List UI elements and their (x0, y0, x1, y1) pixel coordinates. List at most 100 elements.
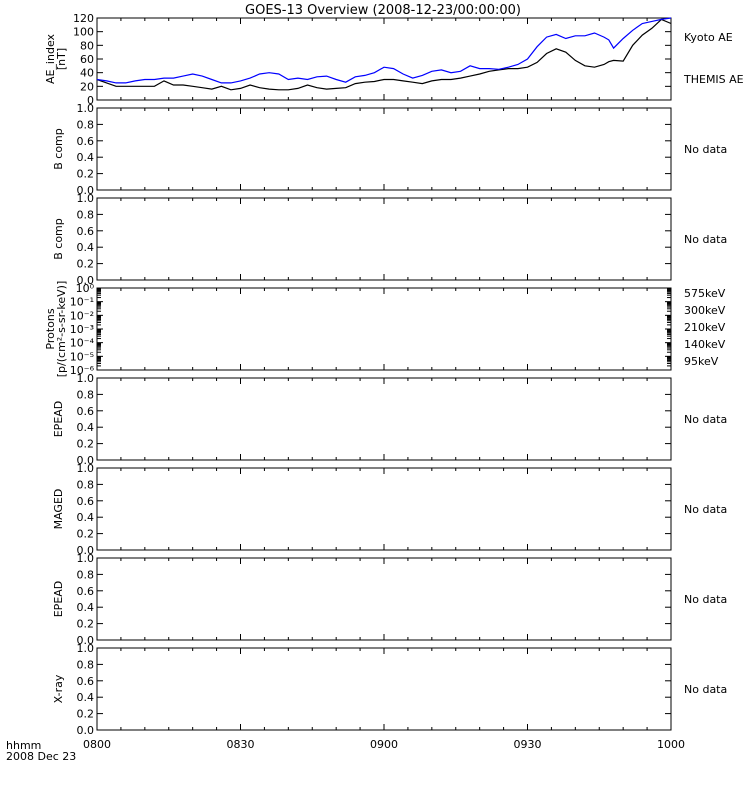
y-tick-label: 20 (80, 80, 94, 93)
y-tick-label: 1.0 (77, 642, 95, 655)
date-label: 2008 Dec 23 (6, 750, 76, 763)
x-tick-label: 0930 (514, 738, 542, 751)
panel-frame (96, 197, 672, 281)
y-tick-label: 1.0 (77, 462, 95, 475)
series-line-themis-ae (96, 17, 672, 84)
x-tick-label: 0800 (83, 738, 111, 751)
y-axis-label: AE_index (44, 33, 57, 84)
y-tick-label: 0.2 (77, 708, 95, 721)
y-tick-label: 1.0 (77, 372, 95, 385)
x-tick-label: 0830 (227, 738, 255, 751)
y-tick-label: 1.0 (77, 102, 95, 115)
y-axis-label: B comp (52, 218, 65, 260)
panel-7: 0.0 0.2 0.4 0.6 0.8 1.0 EPEAD No data (52, 552, 727, 647)
y-tick-label: 10⁻² (70, 309, 94, 322)
no-data-label: No data (684, 503, 727, 516)
y-tick-label: 0.4 (77, 691, 95, 704)
y-tick-label: 0.0 (77, 634, 95, 647)
y-axis-label: [nT] (55, 48, 68, 70)
y-tick-label: 0.4 (77, 601, 95, 614)
no-data-label: No data (684, 143, 727, 156)
panel-2: 0.0 0.2 0.4 0.6 0.8 1.0 B comp No data (52, 102, 727, 197)
legend-entry: 300keV (684, 304, 726, 317)
y-tick-label: 0.2 (77, 258, 95, 271)
legend-entry: 95keV (684, 355, 719, 368)
y-tick-label: 0.6 (77, 135, 95, 148)
panel-frame (96, 467, 672, 551)
series-line-kyoto-ae (96, 18, 672, 91)
y-tick-label: 80 (80, 39, 94, 52)
y-tick-label: 0.0 (77, 724, 95, 737)
panel-5: 0.0 0.2 0.4 0.6 0.8 1.0 EPEAD No data (52, 372, 727, 467)
no-data-label: No data (684, 233, 727, 246)
panel-3: 0.0 0.2 0.4 0.6 0.8 1.0 B comp No data (52, 192, 727, 287)
no-data-label: No data (684, 593, 727, 606)
y-tick-label: 0.4 (77, 151, 95, 164)
y-tick-label: 0.8 (77, 658, 95, 671)
y-axis-label: MAGED (52, 489, 65, 530)
y-tick-label: 10⁻⁶ (70, 364, 95, 377)
y-tick-label: 60 (80, 53, 94, 66)
y-tick-label: 0.2 (77, 528, 95, 541)
y-tick-label: 0.6 (77, 585, 95, 598)
panel-frame (96, 557, 672, 641)
x-tick-label: 0900 (370, 738, 398, 751)
y-axis-label: EPEAD (52, 401, 65, 438)
y-axis-label: B comp (52, 128, 65, 170)
y-tick-label: 10⁻³ (70, 323, 94, 336)
y-tick-label: 0.8 (77, 568, 95, 581)
y-tick-label: 10⁻¹ (70, 296, 94, 309)
y-axis-label: [p/(cm²-s-sr-keV)] (55, 281, 68, 378)
y-tick-label: 0.4 (77, 511, 95, 524)
y-tick-label: 0.0 (77, 274, 95, 287)
y-tick-label: 0.0 (77, 544, 95, 557)
y-tick-label: 40 (80, 67, 94, 80)
no-data-label: No data (684, 683, 727, 696)
panel-frame (96, 17, 672, 101)
legend-entry: Kyoto AE (684, 31, 733, 44)
y-tick-label: 10⁻⁴ (70, 337, 95, 350)
y-axis-label: EPEAD (52, 581, 65, 618)
y-tick-label: 1.0 (77, 552, 95, 565)
panel-8: 0.0 0.2 0.4 0.6 0.8 1.0 X-ray No data 0800 0830 09… (52, 642, 727, 751)
y-axis-label: X-ray (52, 674, 65, 703)
y-tick-label: 0.8 (77, 478, 95, 491)
y-tick-label: 0.4 (77, 241, 95, 254)
time-format-label: hhmm (6, 739, 41, 752)
y-tick-label: 1.0 (77, 192, 95, 205)
y-tick-label: 0.8 (77, 388, 95, 401)
y-tick-label: 0.4 (77, 421, 95, 434)
y-tick-label: 0.8 (77, 118, 95, 131)
y-tick-label: 0.2 (77, 438, 95, 451)
y-axis-label: Protons (44, 308, 57, 349)
y-tick-label: 0.6 (77, 225, 95, 238)
y-tick-label: 0.6 (77, 675, 95, 688)
y-tick-label: 0.6 (77, 405, 95, 418)
panel-frame (96, 377, 672, 461)
no-data-label: No data (684, 413, 727, 426)
chart-title: GOES-13 Overview (2008-12-23/00:00:00) (245, 3, 521, 18)
y-tick-label: 0.2 (77, 168, 95, 181)
y-tick-label: 120 (73, 12, 94, 25)
y-tick-label: 10⁻⁵ (70, 350, 94, 363)
legend-entry: 140keV (684, 338, 726, 351)
panel-frame (96, 647, 672, 731)
y-tick-label: 0.0 (77, 184, 95, 197)
legend-entry: 210keV (684, 321, 726, 334)
y-tick-label: 0 (87, 94, 94, 107)
x-tick-label: 1000 (657, 738, 685, 751)
legend-entry: THEMIS AE (683, 73, 744, 86)
panel-6: 0.0 0.2 0.4 0.6 0.8 1.0 MAGED No data (52, 462, 727, 557)
legend-entry: 575keV (684, 287, 726, 300)
y-tick-label: 0.2 (77, 618, 95, 631)
y-tick-label: 0.8 (77, 208, 95, 221)
y-tick-label: 0.0 (77, 454, 95, 467)
panel-frame (96, 107, 672, 191)
y-tick-label: 0.6 (77, 495, 95, 508)
y-tick-label: 10⁰ (76, 282, 95, 295)
panel-frame (96, 287, 672, 371)
